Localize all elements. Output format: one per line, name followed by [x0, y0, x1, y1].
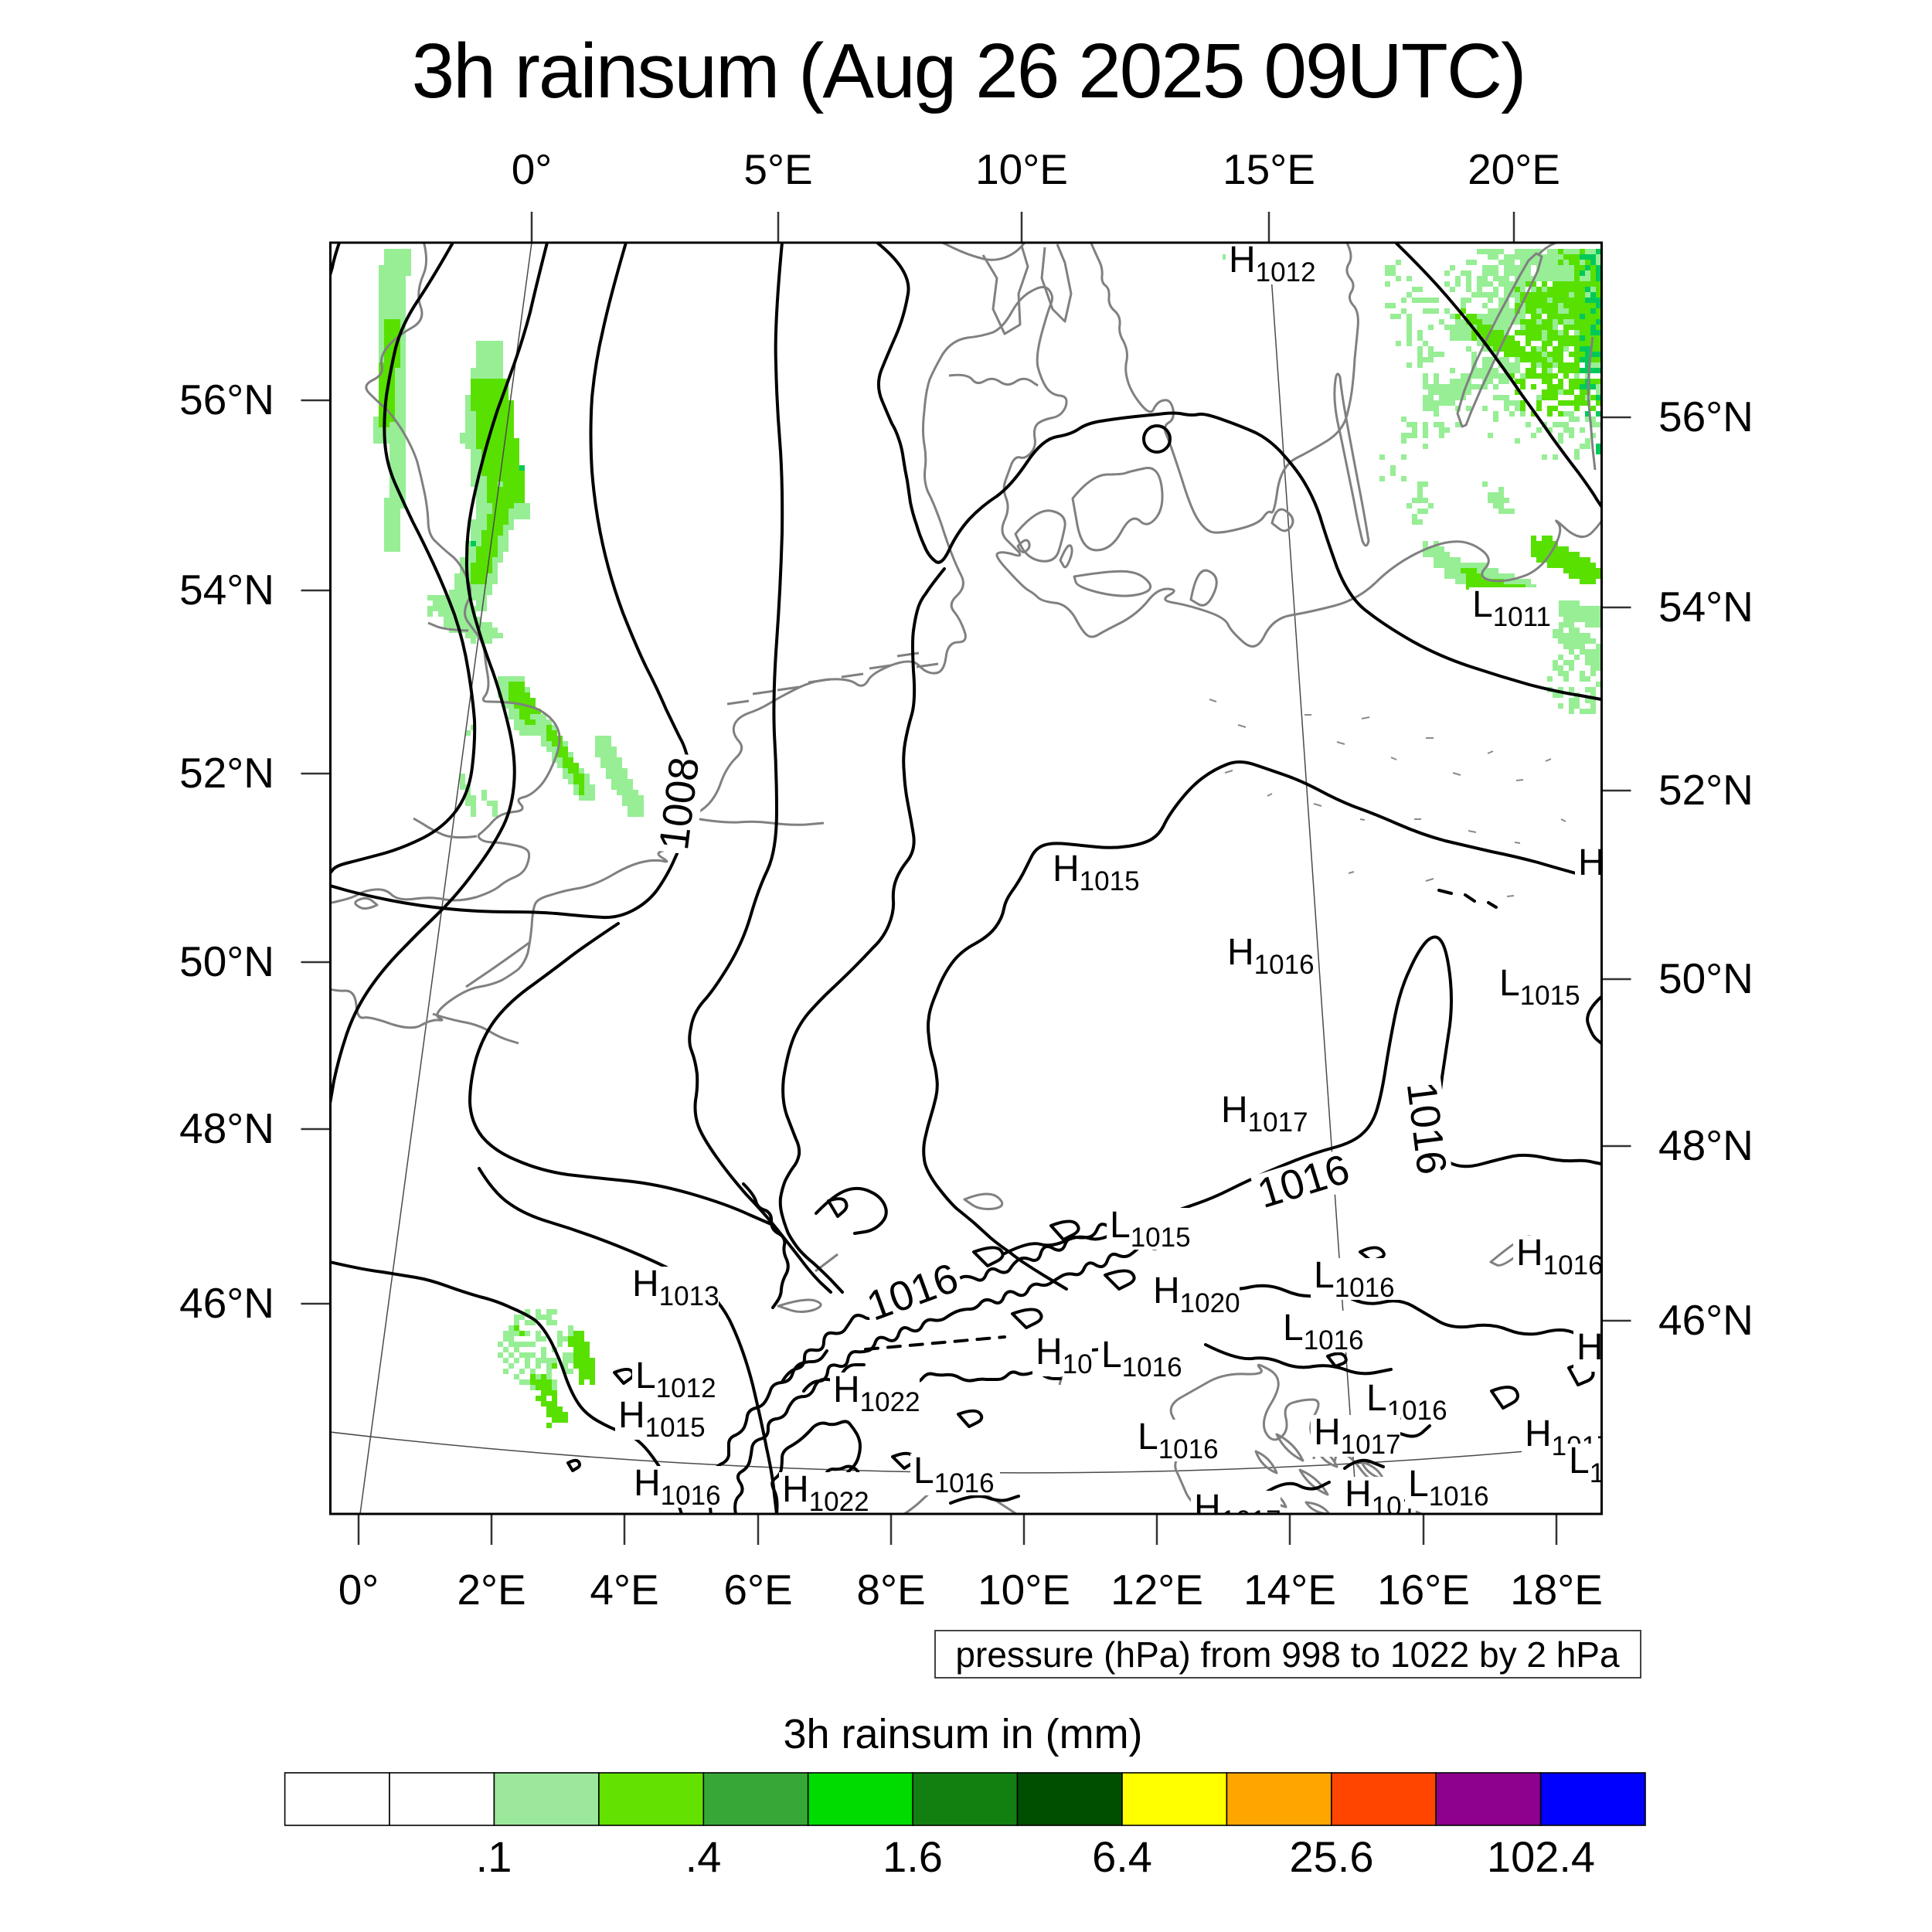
svg-text:18°E: 18°E [1510, 1566, 1603, 1614]
svg-text:12°E: 12°E [1111, 1566, 1203, 1614]
svg-text:46°N: 46°N [179, 1279, 274, 1327]
svg-text:52°N: 52°N [1658, 766, 1753, 814]
svg-text:16°E: 16°E [1377, 1566, 1470, 1614]
svg-text:3h rainsum in (mm): 3h rainsum in (mm) [783, 1711, 1142, 1757]
svg-text:10°E: 10°E [978, 1566, 1070, 1614]
svg-text:56°N: 56°N [179, 376, 274, 423]
svg-text:46°N: 46°N [1658, 1296, 1753, 1344]
svg-text:50°N: 50°N [179, 937, 274, 985]
svg-text:20°E: 20°E [1468, 145, 1560, 193]
svg-text:L1015: L1015 [1499, 963, 1580, 1011]
svg-text:0°: 0° [512, 145, 553, 193]
svg-text:5°E: 5°E [743, 145, 812, 193]
svg-text:0°: 0° [338, 1566, 379, 1614]
svg-text:10°E: 10°E [975, 145, 1068, 193]
svg-text:4°E: 4°E [590, 1566, 658, 1614]
svg-text:54°N: 54°N [179, 566, 274, 614]
svg-text:.4: .4 [685, 1832, 722, 1881]
svg-text:H1022: H1022 [833, 1369, 920, 1417]
svg-text:6°E: 6°E [723, 1566, 792, 1614]
svg-text:14°E: 14°E [1243, 1566, 1336, 1614]
svg-text:3h rainsum (Aug 26 2025 09UTC): 3h rainsum (Aug 26 2025 09UTC) [412, 28, 1526, 114]
svg-text:48°N: 48°N [179, 1104, 274, 1152]
svg-text:.1: .1 [476, 1832, 512, 1881]
svg-text:6.4: 6.4 [1092, 1832, 1152, 1881]
svg-text:54°N: 54°N [1658, 583, 1753, 631]
svg-text:15°E: 15°E [1223, 145, 1315, 193]
svg-text:1008: 1008 [651, 755, 708, 853]
svg-text:1016: 1016 [1398, 1080, 1455, 1178]
svg-text:1.6: 1.6 [883, 1832, 943, 1881]
svg-text:pressure (hPa) from 998 to 102: pressure (hPa) from 998 to 1022 by 2 hPa [955, 1634, 1620, 1675]
svg-text:48°N: 48°N [1658, 1121, 1753, 1169]
svg-text:50°N: 50°N [1658, 954, 1753, 1002]
svg-text:25.6: 25.6 [1290, 1832, 1374, 1881]
svg-text:56°N: 56°N [1658, 393, 1753, 440]
svg-text:52°N: 52°N [179, 749, 274, 797]
svg-text:102.4: 102.4 [1487, 1832, 1595, 1881]
svg-text:2°E: 2°E [457, 1566, 526, 1614]
svg-text:H101: H101 [1577, 1327, 1648, 1375]
svg-text:H1: H1 [1578, 842, 1620, 890]
svg-text:8°E: 8°E [856, 1566, 925, 1614]
